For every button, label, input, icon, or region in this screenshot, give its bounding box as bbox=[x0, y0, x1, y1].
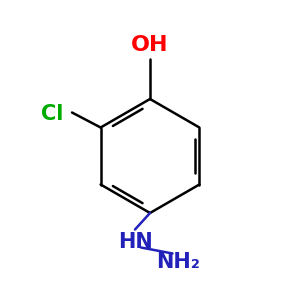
Text: Cl: Cl bbox=[41, 104, 64, 124]
Text: NH₂: NH₂ bbox=[157, 253, 200, 272]
Text: OH: OH bbox=[131, 35, 169, 55]
Text: HN: HN bbox=[118, 232, 152, 251]
